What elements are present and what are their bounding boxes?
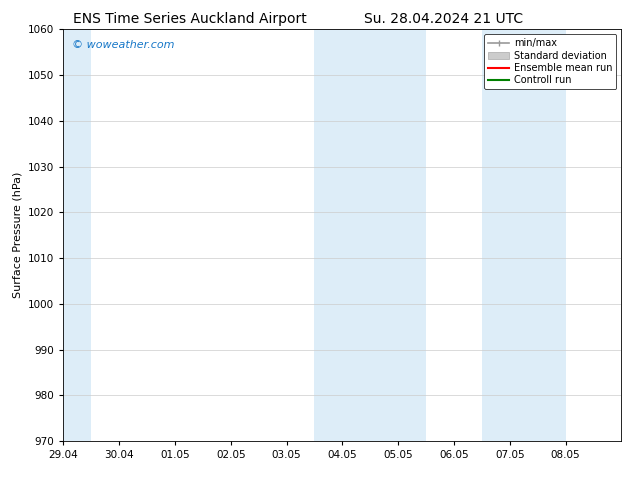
Legend: min/max, Standard deviation, Ensemble mean run, Controll run: min/max, Standard deviation, Ensemble me… <box>484 34 616 89</box>
Text: © woweather.com: © woweather.com <box>72 40 174 49</box>
Bar <box>482 29 566 441</box>
Bar <box>314 29 426 441</box>
Bar <box>63 29 91 441</box>
Text: Su. 28.04.2024 21 UTC: Su. 28.04.2024 21 UTC <box>365 12 523 26</box>
Text: ENS Time Series Auckland Airport: ENS Time Series Auckland Airport <box>74 12 307 26</box>
Y-axis label: Surface Pressure (hPa): Surface Pressure (hPa) <box>13 172 23 298</box>
